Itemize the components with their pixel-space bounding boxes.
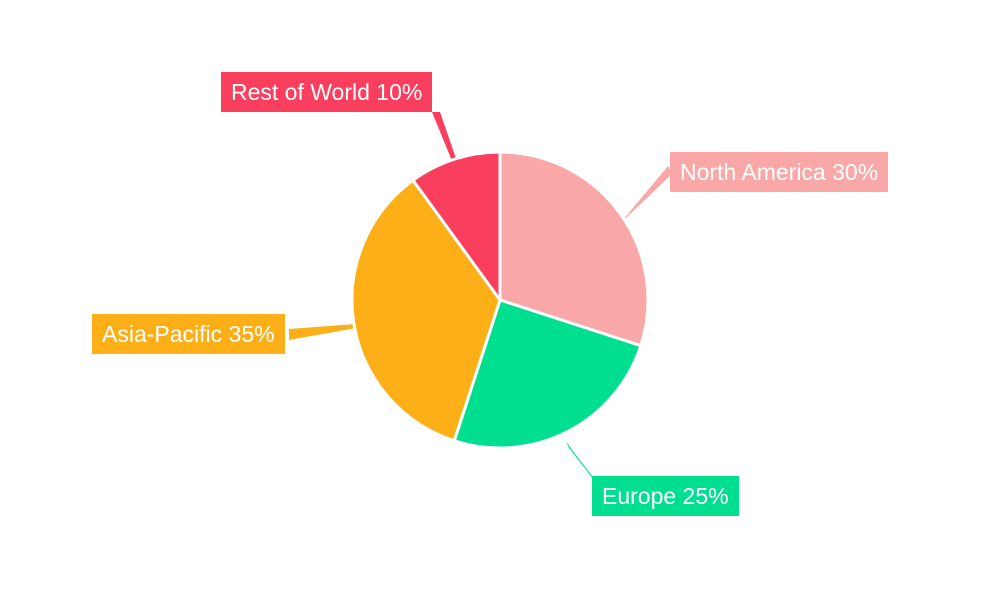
- pie-label-text: Europe 25%: [602, 483, 729, 509]
- pie-label-text: Rest of World 10%: [231, 79, 423, 105]
- pie-slice-rest-of-world[interactable]: [411, 150, 502, 302]
- pie-label-north-america: North America 30%: [670, 152, 889, 192]
- leader-line-asia-pacific: [289, 324, 363, 340]
- pie-label-text: Asia-Pacific 35%: [102, 321, 275, 347]
- pie-label-rest-of-world: Rest of World 10%: [221, 72, 433, 112]
- leader-line-north-america: [622, 166, 672, 221]
- pie-slice-north-america[interactable]: [498, 150, 650, 348]
- pie-label-europe: Europe 25%: [592, 476, 739, 516]
- pie-label-text: North America 30%: [680, 159, 879, 185]
- pie-slice-asia-pacific[interactable]: [350, 178, 502, 443]
- pie-label-asia-pacific: Asia-Pacific 35%: [92, 314, 285, 354]
- pie-slices: [350, 150, 650, 450]
- pie-slice-europe[interactable]: [452, 298, 643, 450]
